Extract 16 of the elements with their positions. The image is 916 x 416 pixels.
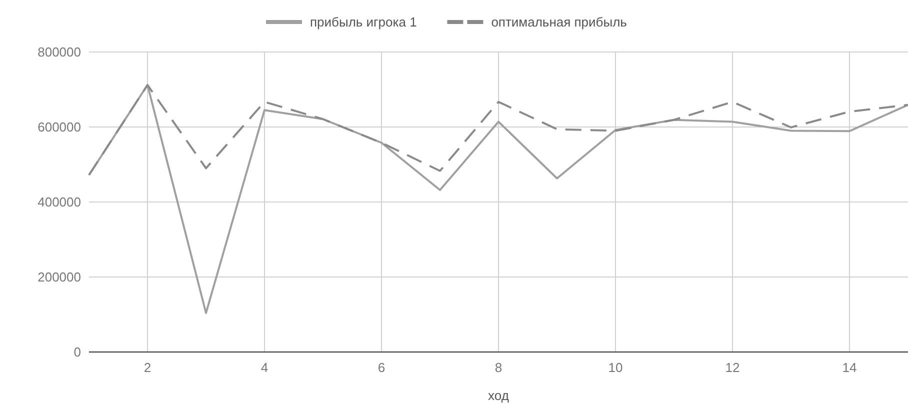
legend-label: оптимальная прибыль (491, 14, 628, 30)
line-series (88, 84, 908, 176)
x-tick-label: 4 (260, 360, 268, 375)
x-tick-label: 14 (842, 360, 857, 375)
x-tick-label: 12 (725, 360, 740, 375)
x-axis-title: ход (488, 388, 510, 403)
x-tick-label: 2 (144, 360, 152, 375)
y-tick-label: 200000 (38, 270, 81, 284)
x-tick-label: 10 (608, 360, 623, 375)
y-tick-label: 0 (74, 344, 81, 360)
x-tick-label: 6 (378, 360, 386, 375)
y-tick-label: 800000 (38, 44, 81, 60)
y-tick-label: 600000 (38, 120, 81, 134)
y-tick-label: 400000 (38, 194, 81, 210)
legend-label: прибыль игрока 1 (310, 14, 417, 30)
x-tick-label: 8 (494, 360, 502, 375)
